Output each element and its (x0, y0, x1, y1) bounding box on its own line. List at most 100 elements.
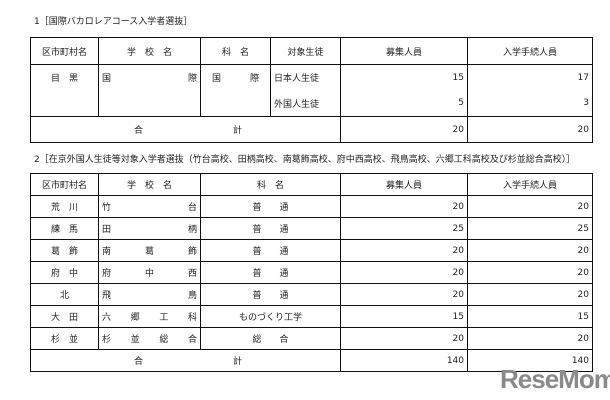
total-char: 合 (134, 357, 144, 367)
table-row: 外国人生徒 5 3 (31, 90, 593, 117)
table-row: 府 中府中西普 通 20 20 (30, 261, 593, 284)
school-name: 南葛飾 (98, 239, 201, 262)
enrolled: 15 (467, 305, 593, 328)
ward: 杉 並 (30, 327, 99, 350)
school-char: 柄 (187, 225, 197, 235)
table-row: 杉 並杉並総合総 合 20 20 (30, 327, 593, 350)
course-name: ものづくり工学 (200, 305, 341, 328)
enrolled: 20 (467, 283, 593, 306)
header-row: 区市町村名 学 校 名 科 名 対象生徒 募集人員 入学手続人員 (30, 37, 593, 65)
school-char: 郷 (130, 313, 140, 323)
target: 外国人生徒 (270, 90, 341, 117)
course-char: 際 (249, 74, 259, 84)
ward: 荒 川 (30, 195, 99, 218)
header-course: 科 名 (200, 37, 271, 65)
school-char: 葛 (144, 247, 154, 257)
course-name: 総 合 (200, 327, 341, 350)
school-char: 府 (102, 269, 112, 279)
capacity: 20 (340, 195, 468, 218)
table-row: 北飛鳥普 通 20 20 (30, 283, 593, 306)
enrolled: 3 (467, 90, 593, 117)
school-char: 際 (187, 74, 197, 84)
school-char: 西 (187, 269, 197, 279)
ward: 府 中 (30, 261, 99, 284)
course-name: 国際 (200, 64, 271, 117)
total-label: 合計 (30, 116, 341, 143)
school-char: 科 (187, 313, 197, 323)
ward: 北 (30, 283, 99, 306)
course-name: 普 通 (200, 239, 341, 262)
table-row: 葛 飾南葛飾普 通 20 20 (30, 239, 593, 262)
capacity: 20 (340, 327, 468, 350)
total-row: 合計 20 20 (30, 116, 593, 143)
capacity: 15 (340, 305, 468, 328)
header-course: 科 名 (200, 173, 341, 196)
ward: 目 黒 (30, 64, 99, 117)
course-name: 普 通 (200, 195, 341, 218)
school-name: 飛鳥 (98, 283, 201, 306)
school-char: 六 (102, 313, 112, 323)
total-capacity: 140 (340, 349, 468, 372)
school-char: 飛 (102, 291, 112, 301)
total-capacity: 20 (340, 116, 468, 143)
enrolled: 20 (467, 261, 593, 284)
total-char: 合 (134, 126, 144, 136)
school-char: 杉 (102, 335, 112, 345)
table-row: 練 馬田柄普 通 25 25 (30, 217, 593, 240)
resemom-logo: ReseMom (500, 364, 610, 394)
school-char: 合 (187, 335, 197, 345)
school-name: 竹台 (98, 195, 201, 218)
total-enrolled: 20 (467, 116, 593, 143)
school-name: 府中西 (98, 261, 201, 284)
capacity: 25 (340, 217, 468, 240)
table-row: 大 田六郷工科ものづくり工学 15 15 (30, 305, 593, 328)
school-char: 中 (144, 269, 154, 279)
header-ward: 区市町村名 (30, 173, 99, 196)
target: 日本人生徒 (270, 64, 341, 91)
course-name: 普 通 (200, 261, 341, 284)
enrolled: 20 (467, 195, 593, 218)
school-name: 杉並総合 (98, 327, 201, 350)
header-capacity: 募集人員 (340, 173, 468, 196)
section1-caption: 1［国際バカロレアコース入学者選抜］ (34, 17, 193, 27)
table-row: 荒 川竹台普 通 20 20 (30, 195, 593, 218)
school-char: 国 (102, 74, 112, 84)
enrolled: 20 (467, 239, 593, 262)
school-char: 台 (187, 203, 197, 213)
capacity: 20 (340, 283, 468, 306)
total-enrolled: 140 (467, 349, 593, 372)
ward: 大 田 (30, 305, 99, 328)
header-target: 対象生徒 (270, 37, 341, 65)
school-char: 鳥 (187, 291, 197, 301)
total-row: 合計 140 140 (30, 349, 593, 372)
header-school: 学 校 名 (98, 173, 201, 196)
school-char: 工 (159, 313, 169, 323)
header-row: 区市町村名 学 校 名 科 名 募集人員 入学手続人員 (30, 173, 593, 196)
header-ward: 区市町村名 (30, 37, 99, 65)
school-char: 田 (102, 225, 112, 235)
total-label: 合計 (30, 349, 341, 372)
course-char: 国 (212, 74, 222, 84)
capacity: 15 (340, 64, 468, 91)
header-capacity: 募集人員 (340, 37, 468, 65)
header-enrolled: 入学手続人員 (467, 173, 593, 196)
foreign-students-table: 区市町村名 学 校 名 科 名 募集人員 入学手続人員 荒 川竹台普 通 20 20… (30, 173, 593, 372)
course-name: 普 通 (200, 217, 341, 240)
course-name: 普 通 (200, 283, 341, 306)
total-char: 計 (232, 357, 242, 367)
capacity: 20 (340, 261, 468, 284)
enrolled: 17 (467, 64, 593, 91)
enrolled: 20 (467, 327, 593, 350)
school-name: 国際 (98, 64, 201, 117)
school-char: 飾 (187, 247, 197, 257)
capacity: 5 (340, 90, 468, 117)
ward: 練 馬 (30, 217, 99, 240)
school-name: 田柄 (98, 217, 201, 240)
school-char: 並 (130, 335, 140, 345)
enrolled: 25 (467, 217, 593, 240)
school-char: 総 (159, 335, 169, 345)
header-school: 学 校 名 (98, 37, 201, 65)
ward: 葛 飾 (30, 239, 99, 262)
school-char: 竹 (102, 203, 112, 213)
capacity: 20 (340, 239, 468, 262)
